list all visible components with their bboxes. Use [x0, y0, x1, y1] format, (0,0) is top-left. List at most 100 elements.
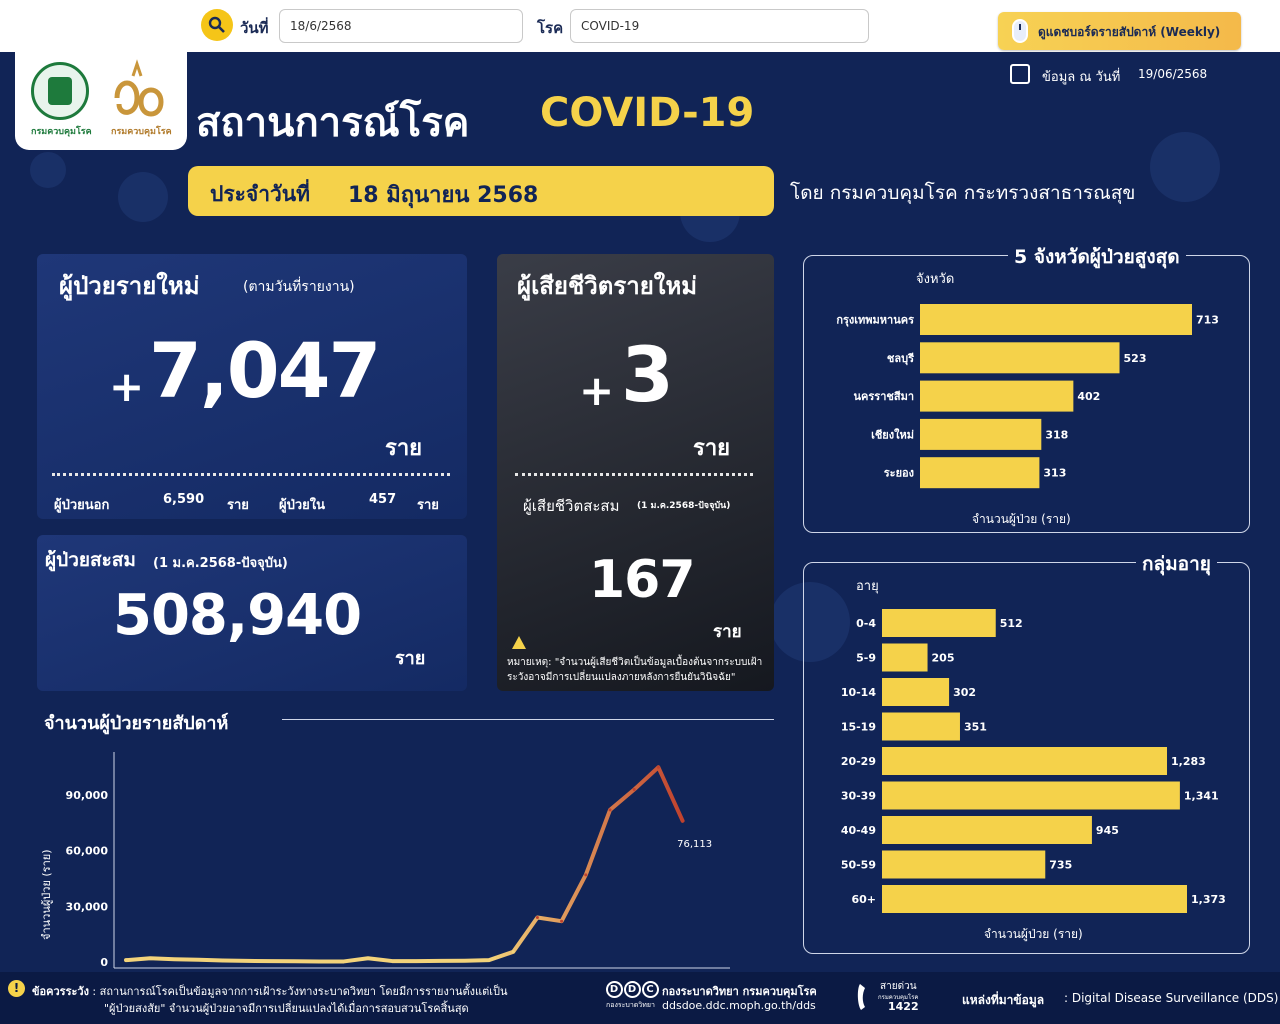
y-tick-label: 90,000 — [66, 789, 109, 802]
category-label: 30-39 — [841, 790, 876, 803]
data-point — [293, 959, 297, 963]
hotline-label: สายด่วน — [880, 981, 917, 992]
bar — [882, 712, 960, 741]
category-label: เชียงใหม่ — [871, 427, 914, 441]
bar-value-label: 318 — [1045, 428, 1068, 441]
source-label: แหล่งที่มาข้อมูล — [962, 993, 1045, 1007]
accumulated-unit: ราย — [395, 648, 426, 669]
bar — [882, 609, 996, 637]
bar — [920, 380, 1074, 412]
inpatient-label: ผู้ป่วยใน — [279, 498, 326, 513]
report-date-prefix: ประจำวันที่ — [210, 182, 310, 206]
divider — [52, 473, 450, 476]
weekly-cases-line — [124, 765, 685, 964]
calendar-icon — [1010, 64, 1030, 84]
category-label: 0-4 — [856, 617, 876, 630]
data-point — [414, 959, 418, 963]
weekly-dashboard-button[interactable]: ดูแดชบอร์ดรายสัปดาห์ (Weekly) — [998, 12, 1241, 50]
virus-decoration — [770, 582, 850, 662]
data-point — [124, 958, 128, 962]
province-xaxis-label: จำนวนผู้ป่วย (ราย) — [972, 512, 1071, 526]
y-axis-label: จำนวนผู้ป่วย (ราย) — [40, 850, 53, 941]
category-label: 15-19 — [841, 721, 876, 734]
deaths-acc-label: ผู้เสียชีวิตสะสม — [523, 497, 620, 515]
disease-input[interactable]: COVID-19 — [570, 9, 869, 43]
new-cases-title: ผู้ป่วยรายใหม่ — [59, 272, 200, 300]
age-groups-title: กลุ่มอายุ — [1136, 549, 1217, 579]
new-cases-value: 7,047 — [149, 326, 381, 415]
bar — [882, 747, 1168, 775]
data-point — [197, 958, 201, 962]
category-label: 40-49 — [841, 824, 876, 837]
bar-value-label: 205 — [932, 652, 955, 665]
footer: ! ข้อควรระวัง : สถานการณ์โรคเป็นข้อมูลจา… — [0, 972, 1280, 1024]
search-icon[interactable] — [201, 9, 233, 41]
bar — [882, 885, 1187, 913]
new-cases-subtitle: (ตามวันที่รายงาน) — [243, 279, 355, 295]
disclaimer-text1: : สถานการณ์โรคเป็นข้อมูลจากการเฝ้าระวังท… — [88, 985, 508, 998]
bar-value-label: 402 — [1077, 390, 1100, 403]
filter-bar: วันที่ 18/6/2568 โรค COVID-19 ดูแดชบอร์ด… — [0, 0, 1280, 52]
category-label: นครราชสีมา — [854, 390, 914, 403]
data-point — [487, 958, 491, 962]
logo-card: กรมควบคุมโรค กรมควบคุมโรค — [15, 52, 187, 150]
age-groups-panel: กลุ่มอายุ อายุ 0-4 512 5-9 205 10-14 302 15-19… — [803, 549, 1250, 954]
deaths-card: ผู้เสียชีวิตรายใหม่ + 3 ราย ผู้เสียชีวิต… — [497, 254, 774, 691]
as-of-label: ข้อมูล ณ วันที่ — [1042, 70, 1121, 85]
anniversary-logo — [114, 59, 164, 117]
weekly-chart-title: จำนวนผู้ป่วยรายสัปดาห์ — [44, 713, 229, 734]
category-label: 50-59 — [841, 859, 876, 872]
data-point — [390, 959, 394, 963]
date-label: วันที่ — [240, 19, 269, 37]
new-cases-plus: + — [109, 362, 145, 411]
bar-value-label: 302 — [953, 686, 976, 699]
deaths-unit: ราย — [693, 436, 731, 461]
bar-value-label: 735 — [1049, 859, 1072, 872]
category-label: 5-9 — [856, 652, 876, 665]
y-tick-label: 30,000 — [66, 900, 109, 913]
disclaimer-label: ข้อควรระวัง — [32, 985, 89, 998]
data-point — [681, 819, 685, 823]
category-label: 60+ — [851, 893, 876, 906]
data-point — [439, 959, 443, 963]
bar — [882, 678, 950, 706]
data-point — [608, 808, 612, 812]
bar-value-label: 945 — [1096, 824, 1119, 837]
report-date: 18 มิถุนายน 2568 — [348, 183, 539, 208]
accumulated-subtitle: (1 ม.ค.2568-ปัจจุบัน) — [153, 556, 288, 571]
top-provinces-chart: กรุงเทพมหานคร 713 ชลบุรี 523 นครราชสีมา 402 เช… — [836, 304, 1219, 489]
divider — [515, 473, 753, 476]
data-point — [463, 959, 467, 963]
deaths-acc-sub: (1 ม.ค.2568-ปัจจุบัน) — [637, 501, 731, 511]
weekly-cases-chart: 030,00060,00090,000123456789101112131415… — [40, 752, 730, 969]
date-input[interactable]: 18/6/2568 — [279, 9, 523, 43]
dashboard-panel: กรมควบคุมโรค กรมควบคุมโรค ข้อมูล ณ วันที… — [0, 52, 1280, 972]
inpatient-unit: ราย — [417, 498, 439, 513]
bar-value-label: 523 — [1124, 352, 1147, 365]
division-url[interactable]: ddsdoe.ddc.moph.go.th/dds — [662, 999, 816, 1012]
new-cases-card: ผู้ป่วยรายใหม่ (ตามวันที่รายงาน) + 7,047… — [37, 254, 467, 519]
data-point — [342, 959, 346, 963]
bar — [882, 850, 1046, 879]
outpatient-label: ผู้ป่วยนอก — [54, 498, 110, 513]
data-point — [221, 959, 225, 963]
deaths-acc-value: 167 — [589, 550, 696, 610]
publisher-text: โดย กรมควบคุมโรค กระทรวงสาธารณสุข — [790, 182, 1136, 204]
deaths-acc-unit: ราย — [713, 622, 742, 642]
bar — [920, 457, 1040, 489]
warning-icon: ! — [8, 980, 25, 997]
age-xaxis-label: จำนวนผู้ป่วย (ราย) — [984, 927, 1083, 941]
accumulated-cases-card: ผู้ป่วยสะสม (1 ม.ค.2568-ปัจจุบัน) 508,94… — [37, 535, 467, 691]
page-title: สถานการณ์โรค — [196, 100, 470, 146]
top-provinces-title: 5 จังหวัดผู้ป่วยสูงสุด — [1008, 242, 1186, 272]
disease-label: โรค — [537, 19, 564, 37]
page-title-highlight: COVID-19 — [540, 90, 755, 136]
deaths-value: 3 — [621, 330, 674, 419]
outpatient-unit: ราย — [227, 498, 249, 513]
data-point — [535, 915, 539, 919]
virus-decoration — [118, 172, 168, 222]
data-point — [245, 959, 249, 963]
data-point — [511, 950, 515, 954]
bar-value-label: 713 — [1196, 314, 1219, 327]
report-date-banner: ประจำวันที่ 18 มิถุนายน 2568 — [188, 166, 774, 216]
